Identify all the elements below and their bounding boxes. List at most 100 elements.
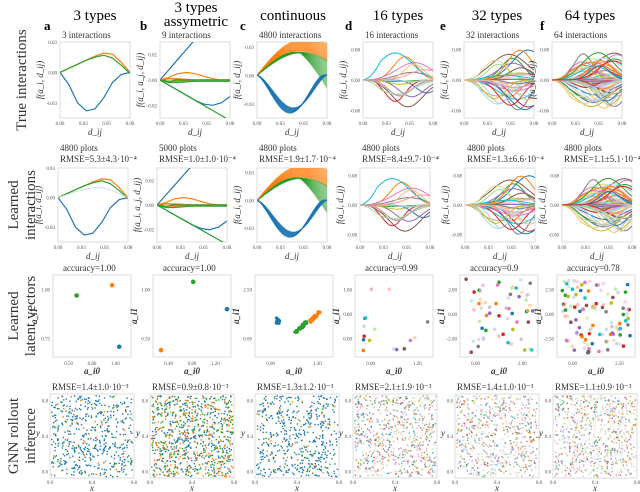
particle — [297, 464, 299, 467]
plot-area — [464, 277, 535, 355]
particle — [502, 450, 505, 452]
particle — [556, 403, 558, 406]
particle — [57, 428, 59, 430]
particle — [204, 414, 206, 416]
particle — [106, 411, 109, 413]
particle — [119, 433, 121, 436]
particle — [174, 461, 176, 463]
particle — [257, 463, 259, 465]
particle — [219, 447, 222, 449]
particle — [89, 457, 91, 459]
particle — [354, 420, 356, 422]
particle — [271, 415, 273, 417]
particle — [566, 426, 568, 429]
particle — [61, 463, 63, 466]
particle — [218, 413, 220, 415]
particle — [82, 453, 85, 455]
series-line — [257, 168, 327, 201]
particle — [511, 416, 514, 419]
particle — [630, 472, 632, 475]
y-axis-label: y — [35, 428, 40, 438]
series-line — [257, 52, 327, 76]
particle — [314, 466, 316, 468]
particle — [218, 474, 220, 476]
particle — [590, 399, 592, 401]
x-axis-label: a_i0 — [491, 366, 508, 376]
particle — [630, 434, 632, 436]
particle — [122, 413, 124, 415]
particle — [308, 426, 310, 428]
particle — [634, 455, 637, 457]
particle — [365, 468, 367, 470]
series-line — [157, 204, 227, 209]
particle — [457, 429, 459, 432]
panel-subtitle: accuracy=0.9 — [470, 263, 519, 273]
particle — [85, 464, 88, 466]
particle — [398, 448, 400, 450]
particle — [608, 413, 610, 415]
particle — [472, 395, 475, 397]
particle — [430, 403, 433, 405]
particle — [205, 434, 208, 437]
particle — [420, 402, 423, 404]
series-line — [257, 177, 327, 205]
panel-subtitle: RMSE=1.3±6.6·10⁻⁴ — [467, 154, 544, 164]
particle — [279, 400, 281, 402]
particle — [55, 404, 57, 406]
particle — [316, 401, 319, 403]
particle — [115, 436, 117, 439]
particle — [305, 446, 308, 448]
particle — [420, 460, 422, 462]
particle — [193, 450, 195, 453]
particle — [494, 412, 496, 414]
particle — [186, 412, 188, 414]
particle — [217, 467, 220, 470]
particle — [609, 417, 611, 419]
particle — [423, 416, 426, 418]
particle — [524, 407, 526, 409]
particle — [205, 466, 207, 468]
particle — [170, 428, 172, 431]
particle — [327, 472, 329, 474]
particle — [531, 440, 533, 442]
series-line — [257, 52, 327, 76]
particle — [188, 444, 190, 446]
particle — [80, 404, 82, 406]
scatter-point — [570, 344, 575, 348]
particle — [485, 436, 487, 438]
particle — [528, 411, 530, 413]
scatter-point — [621, 312, 626, 317]
particle — [459, 461, 461, 463]
particle — [311, 401, 313, 404]
particle — [80, 395, 82, 398]
particle — [227, 458, 229, 460]
particle — [379, 424, 381, 426]
particle — [420, 428, 422, 430]
particle — [198, 400, 200, 403]
particle — [68, 441, 70, 443]
particle — [525, 452, 527, 455]
particle — [356, 445, 359, 447]
particle — [585, 399, 587, 402]
particle — [183, 457, 186, 459]
particle — [111, 433, 113, 435]
particle — [490, 445, 492, 447]
particle — [596, 415, 599, 417]
particle — [327, 418, 330, 420]
particle — [129, 439, 131, 441]
particle — [174, 464, 176, 466]
column-title: assymetric — [164, 14, 228, 30]
particle — [151, 395, 153, 398]
x-tick-label: 0.4 — [392, 481, 399, 486]
particle — [210, 474, 212, 476]
particle — [470, 447, 472, 450]
series-line — [257, 52, 327, 82]
particle — [51, 473, 53, 476]
particle — [516, 463, 518, 466]
particle — [220, 440, 222, 442]
particle — [108, 448, 110, 450]
series-line — [363, 79, 433, 95]
row-label: Learned — [6, 291, 22, 341]
particle — [461, 457, 464, 460]
scatter-point — [625, 312, 629, 316]
